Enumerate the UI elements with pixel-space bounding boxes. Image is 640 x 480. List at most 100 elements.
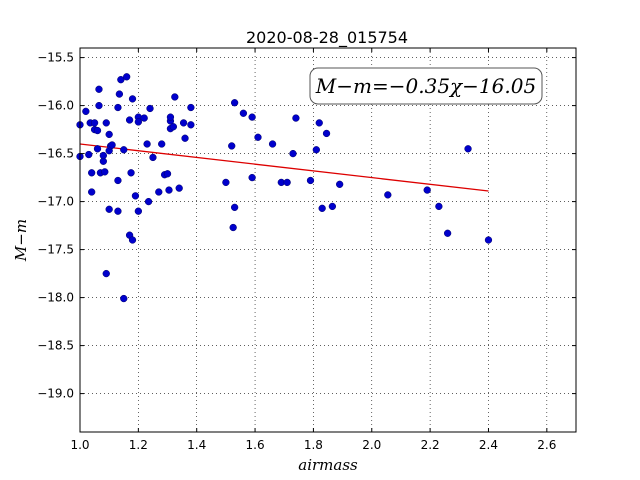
fit-annotation: M−m=−0.35χ−16.05	[309, 67, 543, 105]
x-tick-label: 2.0	[362, 438, 381, 452]
x-tick-label: 1.0	[70, 438, 89, 452]
data-point	[127, 169, 135, 177]
data-point	[435, 202, 443, 211]
y-tick-label: −18.0	[37, 291, 74, 305]
data-point	[312, 146, 320, 154]
x-tick-label: 2.6	[537, 438, 556, 452]
data-point	[239, 109, 248, 117]
data-point	[131, 192, 140, 200]
data-point	[222, 178, 230, 187]
data-point	[254, 133, 262, 141]
data-point	[283, 178, 291, 187]
data-point	[128, 236, 137, 244]
data-point	[134, 118, 143, 126]
data-point	[99, 151, 107, 160]
data-point	[120, 294, 128, 303]
data-point	[82, 107, 90, 116]
plot-frame	[79, 47, 577, 433]
data-point	[181, 134, 189, 142]
x-tick-labels: 1.0 1.2 1.4 1.6 1.8 2.0 2.2 2.4 2.6	[70, 438, 556, 452]
annotation-box	[309, 67, 543, 105]
data-point	[306, 176, 315, 185]
data-point	[88, 169, 96, 177]
data-point	[102, 269, 110, 278]
data-point	[322, 129, 331, 138]
data-point	[179, 119, 188, 127]
data-point	[318, 204, 326, 212]
fit-line-group	[79, 143, 489, 192]
data-point	[125, 116, 134, 124]
data-point	[171, 93, 179, 101]
data-point	[93, 126, 102, 135]
data-point	[88, 188, 96, 196]
data-point	[114, 103, 122, 112]
x-tick-label: 1.2	[129, 438, 148, 452]
data-point	[102, 119, 110, 127]
data-point	[120, 146, 128, 154]
y-tick-label: −17.0	[37, 195, 74, 209]
data-point	[166, 113, 175, 121]
data-point	[187, 121, 195, 129]
data-point	[108, 141, 116, 149]
fit-line	[79, 143, 489, 192]
data-point	[328, 202, 337, 211]
y-tick-label: −16.0	[37, 99, 74, 113]
data-point	[230, 99, 239, 107]
data-point	[230, 203, 239, 212]
data-point	[114, 207, 122, 215]
data-point	[140, 114, 148, 122]
data-point	[149, 153, 157, 162]
data-point	[105, 130, 113, 139]
data-point	[292, 114, 300, 122]
data-point	[90, 119, 99, 127]
data-point	[163, 170, 172, 178]
data-point	[268, 140, 277, 148]
x-tick-label: 1.8	[304, 438, 323, 452]
data-point	[93, 145, 102, 153]
data-point	[155, 188, 163, 196]
y-tick-label: −19.0	[37, 387, 74, 401]
grid	[79, 48, 576, 432]
x-tick-label: 1.6	[246, 438, 265, 452]
data-point	[95, 85, 103, 93]
x-tick-label: 2.4	[479, 438, 498, 452]
data-points	[76, 73, 493, 303]
y-axis-label: M−m	[12, 219, 30, 262]
y-tick-label: −18.5	[37, 339, 74, 353]
data-point	[228, 142, 236, 150]
data-point	[384, 191, 392, 199]
data-point	[85, 150, 93, 159]
data-point	[158, 140, 166, 148]
data-point	[128, 95, 137, 103]
data-point	[289, 149, 297, 158]
data-point	[95, 101, 103, 110]
data-point	[315, 119, 323, 127]
data-point	[169, 123, 178, 131]
data-point	[187, 103, 195, 112]
data-point	[248, 113, 256, 121]
data-point	[105, 205, 113, 213]
data-point	[464, 145, 472, 153]
data-point	[144, 197, 153, 206]
data-point	[248, 173, 256, 182]
data-point	[134, 207, 143, 215]
y-tick-label: −15.5	[37, 51, 74, 65]
x-tick-label: 2.2	[421, 438, 440, 452]
y-tick-label: −17.5	[37, 243, 74, 257]
data-point	[101, 168, 109, 176]
data-point	[117, 76, 125, 84]
data-point	[165, 186, 173, 194]
x-tick-label: 1.4	[187, 438, 206, 452]
annotation-text: M−m=−0.35χ−16.05	[315, 74, 536, 98]
data-point	[115, 90, 124, 98]
data-point	[143, 140, 151, 148]
data-point	[229, 223, 237, 232]
data-point	[443, 229, 452, 237]
ticks	[79, 48, 576, 432]
x-axis-label: airmass	[298, 456, 358, 474]
data-point	[423, 186, 431, 194]
y-tick-label: −16.5	[37, 147, 74, 161]
data-point	[146, 104, 154, 113]
data-point	[336, 180, 344, 188]
